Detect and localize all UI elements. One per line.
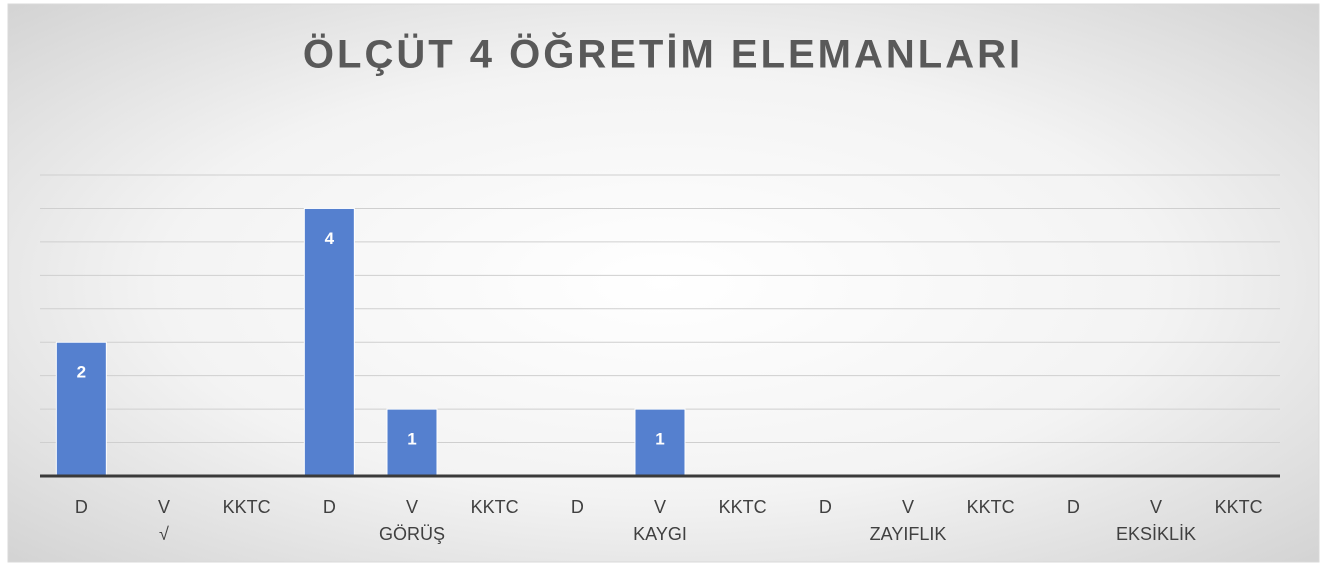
x-tick-label: KKTC <box>223 497 271 517</box>
data-label: 1 <box>407 430 416 449</box>
group-label: √ <box>159 524 169 544</box>
group-label: KAYGI <box>633 524 687 544</box>
bar <box>55 341 107 477</box>
x-tick-label: KKTC <box>967 497 1015 517</box>
x-tick-label: KKTC <box>471 497 519 517</box>
x-tick-label: D <box>323 497 336 517</box>
x-tick-label: V <box>1150 497 1162 517</box>
x-tick-label: D <box>819 497 832 517</box>
data-label: 1 <box>655 430 664 449</box>
x-tick-label: V <box>902 497 914 517</box>
chart-background <box>7 3 1320 563</box>
group-label: ZAYIFLIK <box>870 524 947 544</box>
x-tick-label: KKTC <box>1215 497 1263 517</box>
x-tick-label: D <box>1067 497 1080 517</box>
x-tick-label: V <box>158 497 170 517</box>
x-tick-label: V <box>654 497 666 517</box>
data-label: 2 <box>77 363 86 382</box>
chart-title: ÖLÇÜT 4 ÖĞRETİM ELEMANLARI <box>303 31 1023 77</box>
x-tick-label: D <box>75 497 88 517</box>
x-tick-label: V <box>406 497 418 517</box>
bar <box>386 408 438 477</box>
data-label: 4 <box>325 229 335 248</box>
group-label: GÖRÜŞ <box>379 524 445 544</box>
x-tick-label: KKTC <box>719 497 767 517</box>
x-tick-label: D <box>571 497 584 517</box>
group-label: EKSİKLİK <box>1116 524 1196 544</box>
bar <box>303 207 355 477</box>
